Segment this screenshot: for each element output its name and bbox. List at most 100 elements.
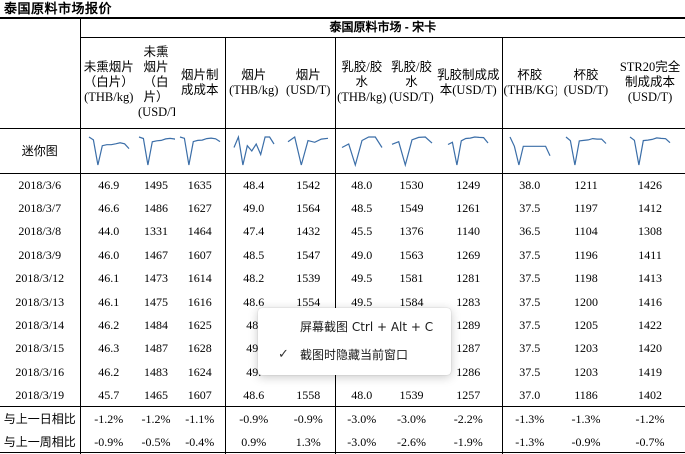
sparkline (224, 128, 282, 174)
sparkline-series (233, 134, 275, 165)
banner-row: 泰国原料市场 - 宋卡 (0, 17, 685, 38)
table-cell: 1402 (638, 387, 663, 402)
table-cell: 46.9 (79, 173, 137, 197)
comparison-row: 与上一日相比 -1.2% -1.2% -1.1% -0.9% -0.9% -3.0% -3.0… (0, 406, 685, 431)
sparkline-series (447, 135, 489, 165)
table-cell: 1464 (187, 224, 212, 239)
table-cell: 1422 (638, 318, 663, 333)
table-cell: 1539 (399, 387, 424, 402)
sparkline-chart (341, 135, 383, 167)
table-row: 2018/3/6 46.9 1495 1635 48.4 1542 48.0 1530 1249… (0, 173, 685, 197)
table-cell: -1.9% (453, 435, 483, 450)
header-corner (0, 37, 80, 129)
table-cell: -0.4% (185, 435, 215, 450)
table-cell: 1614 (187, 271, 212, 286)
sparkline-chart (391, 135, 432, 167)
sparkline (615, 128, 685, 174)
table-cell: 48.0 (334, 173, 388, 197)
table-cell: 1484 (144, 318, 168, 333)
table-cell: 1432 (296, 224, 321, 239)
sparkline-series (287, 135, 329, 165)
table-cell: 48.5 (224, 243, 282, 267)
table-cell: -0.7% (635, 435, 665, 450)
sparkline-chart (629, 136, 671, 165)
table-cell: 1486 (144, 201, 168, 216)
table-cell: 1281 (456, 271, 481, 286)
column-header: 烟片(USD/T) (282, 37, 335, 129)
sparkline-chart (509, 136, 551, 165)
table-cell: -3.0% (334, 430, 388, 454)
table-cell: 1616 (187, 294, 212, 309)
sparkline (501, 128, 557, 174)
column-header: STR20完全制成成本(USD/T) (615, 37, 685, 129)
table-cell: 0.9% (224, 430, 282, 454)
table-cell: 1635 (187, 177, 212, 192)
price-table: 泰国原料市场 - 宋卡 未熏烟片（白片）(THB/kg) 未熏烟片（白片）(USD… (0, 17, 685, 454)
table-cell: 1419 (638, 364, 663, 379)
sparkline-chart (88, 135, 130, 165)
page-title: 泰国原料市场报价 (4, 1, 113, 16)
table-cell: 1547 (296, 247, 321, 262)
table-cell: 1495 (144, 177, 168, 192)
table-cell: 1257 (456, 387, 481, 402)
table-cell: 47.4 (224, 219, 282, 244)
sparkline-chart (287, 135, 329, 165)
table-cell: 1564 (296, 201, 321, 216)
table-cell: 1628 (187, 341, 212, 356)
table-cell: -1.2% (137, 406, 175, 431)
table-cell: 1581 (399, 271, 424, 286)
column-header: 烟片制成成本 (175, 37, 225, 129)
menu-item-label: 屏幕截图 Ctrl + Alt + C (300, 320, 434, 334)
sparkline-chart (138, 135, 175, 165)
column-header: 杯胶(THB/KG) (501, 37, 557, 129)
row-date: 2018/3/9 (18, 247, 62, 262)
row-date: 2018/3/7 (18, 201, 62, 216)
table-cell: -2.2% (435, 406, 502, 431)
table-cell: -3.0% (334, 406, 388, 431)
table-cell: 1473 (144, 271, 168, 286)
table-cell: 1420 (638, 341, 663, 356)
table-cell: 48.6 (224, 383, 282, 407)
sparkline (282, 128, 335, 174)
table-cell: 37.5 (501, 243, 557, 267)
sparkline (175, 128, 225, 174)
table-cell: 49.0 (224, 196, 282, 220)
table-cell: 1286 (456, 364, 481, 379)
table-cell: 1539 (296, 271, 321, 286)
column-header: 乳胶制成成本(USD/T) (435, 37, 502, 129)
sparkline-chart (565, 136, 607, 165)
table-cell: 1607 (187, 387, 212, 402)
table-row: 2018/3/19 45.7 1465 1607 48.6 1558 48.0 1539 125… (0, 383, 685, 407)
table-cell: 37.5 (501, 266, 557, 290)
table-cell: 38.0 (501, 173, 557, 197)
table-cell: -3.0% (388, 406, 435, 431)
table-row: 2018/3/13 46.1 1475 1616 48.6 1554 49.5 1584 128… (0, 289, 685, 314)
row-date: 2018/3/19 (15, 387, 65, 402)
table-cell: 1376 (399, 224, 424, 239)
table-cell: 1413 (638, 271, 663, 286)
table-cell: 1308 (638, 224, 663, 239)
menu-item-hide-window[interactable]: ✓ 截图时隐藏当前窗口 (258, 341, 451, 369)
sparkline-series (565, 136, 607, 165)
checkmark-icon: ✓ (278, 347, 289, 362)
row-date: 2018/3/15 (15, 341, 65, 356)
table-cell: 1411 (638, 247, 662, 262)
column-header: 烟片(THB/kg) (224, 37, 282, 129)
bottom-rule (0, 452, 685, 453)
table-cell: 1467 (144, 247, 168, 262)
table-cell: 1186 (574, 387, 598, 402)
table-cell: 48.2 (224, 266, 282, 290)
column-header: 乳胶/胶水(USD/T) (388, 37, 435, 129)
table-cell: -1.3% (501, 430, 557, 454)
table-cell: 1554 (296, 294, 321, 309)
table-cell: -1.1% (175, 406, 225, 431)
menu-item-label: 截图时隐藏当前窗口 (300, 348, 409, 362)
header-row: 未熏烟片（白片）(THB/kg)未熏烟片（白片）(USD/T)烟片制成成本烟片(… (0, 37, 685, 129)
table-cell: 37.0 (501, 383, 557, 407)
table-row: 2018/3/9 46.0 1467 1607 48.5 1547 49.0 1563 1269… (0, 243, 685, 267)
table-cell: 1198 (574, 271, 598, 286)
table-cell: 46.2 (79, 313, 137, 337)
menu-item-screenshot[interactable]: 屏幕截图 Ctrl + Alt + C (258, 313, 451, 341)
sparkline-series (179, 135, 221, 165)
table-cell: 45.7 (79, 383, 137, 407)
